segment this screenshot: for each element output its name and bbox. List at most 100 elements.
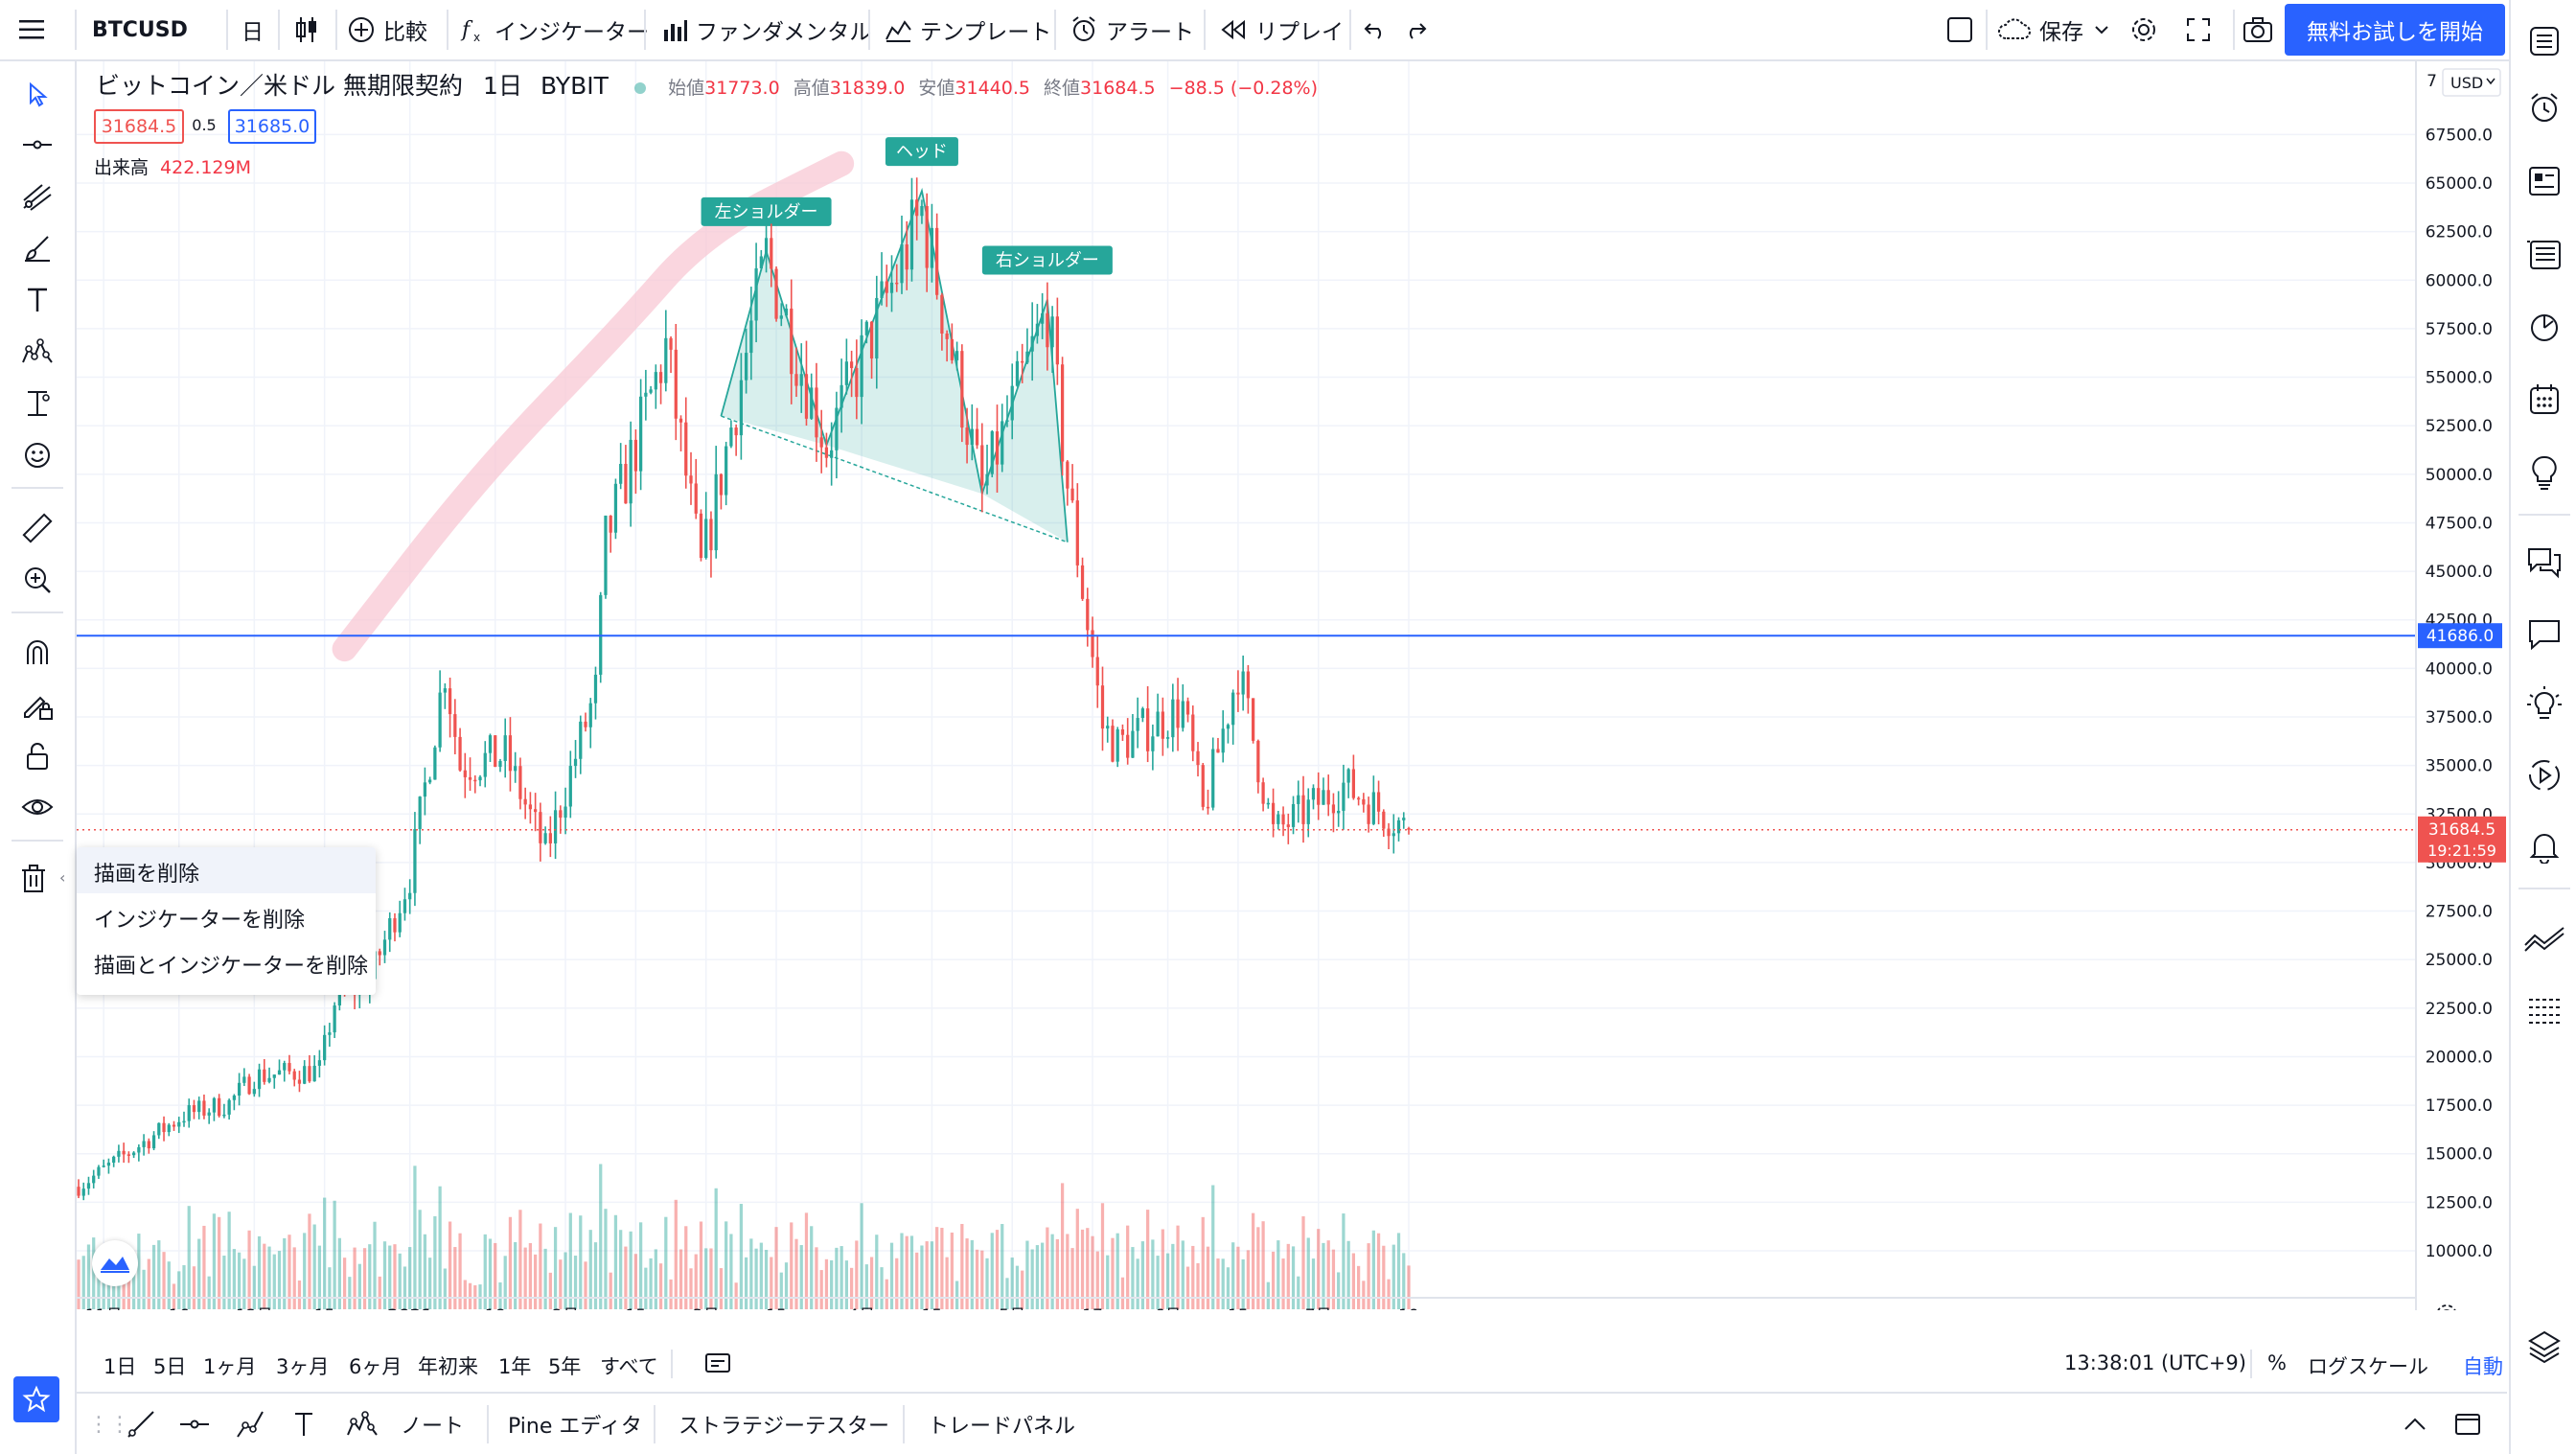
drag-handle-icon[interactable]: ⋮⋮: [88, 1412, 130, 1437]
range-1d[interactable]: 1日: [104, 1355, 137, 1378]
currency-selector[interactable]: USD: [2442, 68, 2501, 97]
range-5d[interactable]: 5日: [153, 1355, 187, 1378]
maximize-panel-button[interactable]: [2453, 1396, 2482, 1453]
bottom-hline-tool[interactable]: [178, 1396, 211, 1453]
fullscreen-button[interactable]: [2185, 0, 2220, 59]
interval-button[interactable]: 日: [242, 20, 264, 45]
snapshot-button[interactable]: [2242, 0, 2281, 59]
magnet-tool[interactable]: [13, 629, 61, 677]
range-all[interactable]: すべて: [600, 1355, 658, 1378]
bottom-path-tool[interactable]: [234, 1396, 266, 1453]
start-trial-button[interactable]: 無料お試しを開始: [2285, 4, 2505, 56]
volume-bar: [909, 1235, 914, 1309]
chats-button[interactable]: [2520, 539, 2568, 587]
text-tool[interactable]: [13, 276, 61, 324]
economic-calendar-button[interactable]: [2520, 376, 2568, 424]
range-ytd[interactable]: 年初来: [418, 1355, 478, 1378]
ideas-button[interactable]: [2520, 449, 2568, 496]
range-1m[interactable]: 1ヶ月: [203, 1355, 257, 1378]
candle-body: [869, 321, 874, 358]
candle-body: [1025, 351, 1029, 363]
trading-button[interactable]: [2520, 914, 2568, 962]
icon-tool[interactable]: [13, 431, 61, 479]
redo-button[interactable]: [1403, 0, 1436, 59]
hide-drawings-tool[interactable]: [13, 784, 61, 832]
goto-date-button[interactable]: [703, 1350, 732, 1381]
ideas-stream-button[interactable]: [2520, 681, 2568, 728]
replay-button[interactable]: リプレイ: [1219, 0, 1344, 59]
volume-bar: [1206, 1246, 1210, 1309]
range-3m[interactable]: 3ヶ月: [276, 1355, 330, 1378]
bottom-pattern-tool[interactable]: [345, 1396, 380, 1453]
alerts-button[interactable]: [2520, 84, 2568, 132]
menu-button[interactable]: [17, 0, 54, 59]
time-tick: 15: [766, 1306, 787, 1310]
stay-drawing-tool[interactable]: [13, 681, 61, 728]
chart-type-button[interactable]: [293, 0, 328, 59]
price-tick: 45000.0: [2426, 563, 2493, 582]
layout-button[interactable]: [1945, 0, 1982, 59]
news-button[interactable]: [2520, 230, 2568, 278]
timer-icon: [2531, 314, 2558, 341]
volume-bar: [348, 1277, 352, 1309]
clock-time[interactable]: 13:38:01 (UTC+9): [2064, 1351, 2246, 1374]
ruler-tool[interactable]: [13, 504, 61, 552]
watchlist-button[interactable]: [2520, 17, 2568, 65]
data-window-button[interactable]: [2520, 157, 2568, 205]
compare-button[interactable]: 比較: [347, 0, 427, 59]
streams-button[interactable]: [2520, 751, 2568, 799]
auto-scale-toggle[interactable]: 自動: [2463, 1355, 2503, 1378]
symbol-title[interactable]: ビットコイン／米ドル 無期限契約: [96, 72, 463, 100]
templates-button[interactable]: テンプレート: [884, 0, 1051, 59]
pattern-tool[interactable]: [13, 328, 61, 376]
tab-pine-editor[interactable]: Pine エディタ: [508, 1415, 642, 1439]
save-button[interactable]: 保存: [1997, 0, 2120, 59]
fundamentals-button[interactable]: ファンダメンタル: [661, 0, 871, 59]
bid-box[interactable]: 31684.5: [94, 109, 184, 144]
brush-tool[interactable]: [13, 224, 61, 272]
lock-drawings-tool[interactable]: [13, 732, 61, 780]
range-1y[interactable]: 1年: [498, 1355, 532, 1378]
remove-all-item[interactable]: 描画とインジケーターを削除: [94, 955, 369, 979]
chart-pane[interactable]: 左ショルダー ヘッド 右ショルダー 67500.0 65000.0 62500.0 600…: [77, 61, 2507, 1310]
calendar-button[interactable]: [2520, 303, 2568, 351]
range-5y[interactable]: 5年: [548, 1355, 582, 1378]
favorites-tool[interactable]: [13, 1376, 59, 1422]
collapse-panel-button[interactable]: [2402, 1396, 2428, 1453]
cursor-tool[interactable]: [13, 71, 61, 119]
tab-notes[interactable]: ノート: [401, 1415, 465, 1439]
notifications-button[interactable]: [2520, 822, 2568, 870]
candle-body: [925, 205, 929, 268]
undo-button[interactable]: [1363, 0, 1395, 59]
trend-line-tool[interactable]: [13, 121, 61, 169]
remove-drawings-item[interactable]: 描画を削除: [94, 863, 200, 887]
range-6m[interactable]: 6ヶ月: [349, 1355, 402, 1378]
percent-toggle[interactable]: %: [2267, 1351, 2287, 1374]
smiley-icon: [25, 443, 50, 468]
tradingview-logo[interactable]: [92, 1240, 138, 1286]
zoom-tool[interactable]: [13, 556, 61, 604]
candle-body: [192, 1105, 196, 1113]
settings-button[interactable]: [2129, 0, 2166, 59]
remove-drawings-tool[interactable]: [10, 855, 58, 903]
tab-strategy-tester[interactable]: ストラテジーテスター: [678, 1415, 890, 1439]
log-scale-toggle[interactable]: ログスケール: [2308, 1355, 2428, 1378]
candle-body: [303, 1066, 307, 1084]
measure-tool[interactable]: [13, 380, 61, 427]
layers-button[interactable]: [2520, 1323, 2568, 1371]
fib-tool[interactable]: [13, 173, 61, 220]
candle: [1050, 306, 1054, 373]
bottom-trend-line-tool[interactable]: [125, 1396, 157, 1453]
bottom-text-tool[interactable]: [291, 1396, 316, 1453]
chevron-left-icon[interactable]: ‹: [59, 868, 66, 887]
ask-box[interactable]: 31685.0: [228, 109, 316, 144]
tab-trading-panel[interactable]: トレードパネル: [928, 1415, 1076, 1439]
alert-button[interactable]: アラート: [1070, 0, 1194, 59]
chat-button[interactable]: [2520, 610, 2568, 658]
symbol-search-button[interactable]: BTCUSD: [92, 17, 188, 42]
chat-icon: [2529, 620, 2560, 651]
dom-button[interactable]: [2520, 987, 2568, 1035]
remove-indicators-item[interactable]: インジケーターを削除: [94, 909, 306, 933]
